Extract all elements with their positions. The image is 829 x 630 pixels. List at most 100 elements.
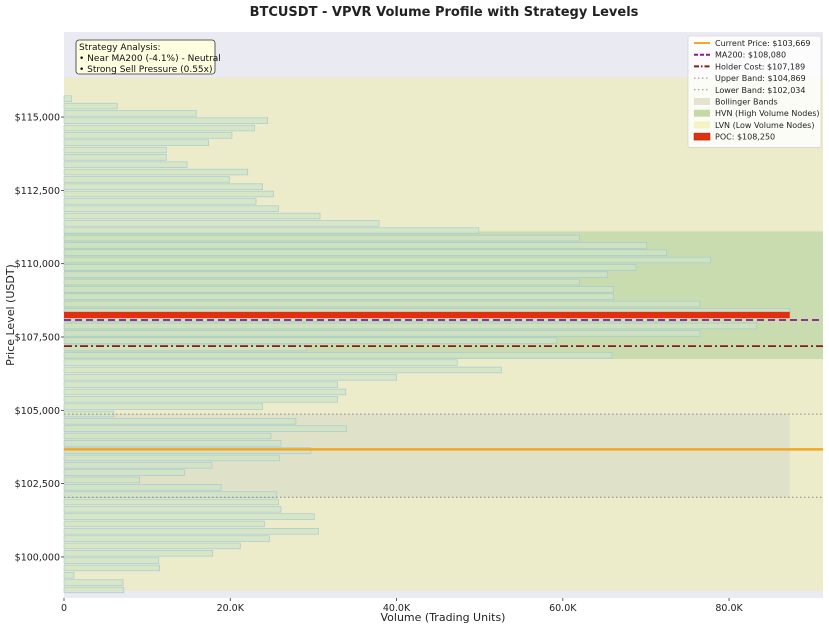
volume-bar <box>63 484 222 491</box>
x-axis-label: Volume (Trading Units) <box>381 611 506 624</box>
volume-bar <box>63 198 257 205</box>
volume-bar <box>63 513 315 520</box>
annotation-title: Strategy Analysis: <box>79 43 161 53</box>
volume-bar <box>63 227 480 234</box>
volume-bar <box>63 168 249 176</box>
x-axis-ticks: 0 20.0K 40.0K 60.0K 80.0K <box>61 598 744 614</box>
volume-bar <box>63 300 701 308</box>
volume-bar <box>63 154 167 161</box>
legend-label: HVN (High Volume Nodes) <box>715 109 820 118</box>
poc-bar <box>64 311 790 319</box>
x-tick-label: 80.0K <box>715 603 743 614</box>
x-tick-label: 0 <box>61 603 67 614</box>
x-tick-label: 40.0K <box>383 603 411 614</box>
y-tick-label: $115,000 <box>15 113 60 124</box>
volume-bar <box>63 418 297 425</box>
legend-label: Bollinger Bands <box>715 98 778 107</box>
volume-bar <box>63 205 279 212</box>
volume-bar <box>63 476 140 484</box>
volume-bar <box>63 117 268 124</box>
y-tick-label: $107,500 <box>15 332 60 343</box>
legend-label: MA200: $108,080 <box>715 51 786 60</box>
volume-bar <box>63 344 308 352</box>
volume-bar <box>63 139 209 146</box>
volume-bar <box>63 586 125 594</box>
legend-label: Holder Cost: $107,189 <box>715 62 805 71</box>
y-tick-label: $100,000 <box>15 552 60 563</box>
volume-bar <box>63 124 255 132</box>
volume-bar <box>63 425 347 432</box>
y-tick-label: $102,500 <box>15 479 60 490</box>
legend-label: POC: $108,250 <box>715 133 775 142</box>
volume-bar <box>63 403 263 410</box>
annotation-line: • Strong Sell Pressure (0.55x) <box>79 65 213 75</box>
legend-swatch <box>693 132 711 141</box>
volume-bar <box>63 102 118 110</box>
volume-bar <box>63 146 167 154</box>
volume-bar <box>63 278 580 286</box>
legend-label: Current Price: $103,669 <box>715 39 811 48</box>
y-axis-label: Price Level (USDT) <box>4 264 17 366</box>
volume-bar <box>63 366 502 374</box>
volume-bar <box>63 447 312 454</box>
legend-swatch <box>694 98 710 105</box>
legend-label: Lower Band: $102,034 <box>715 86 805 95</box>
volume-bar <box>63 396 338 403</box>
volume-bar <box>63 352 613 359</box>
level-lines <box>64 319 823 498</box>
y-axis-ticks: $100,000 $102,500 $105,000 $107,500 $110,000… <box>15 113 64 563</box>
volume-bar <box>63 95 72 102</box>
volume-bar <box>63 374 397 381</box>
volume-bar <box>63 506 282 513</box>
legend-label: LVN (Low Volume Nodes) <box>715 121 814 130</box>
volume-bar <box>63 176 230 183</box>
volume-bar <box>63 381 338 388</box>
volume-bar <box>63 286 614 293</box>
volume-bar <box>63 330 701 337</box>
volume-bar <box>63 440 282 447</box>
volume-bar <box>63 557 160 564</box>
volume-bar <box>63 132 233 139</box>
volume-bar <box>63 462 213 469</box>
legend-label: Upper Band: $104,869 <box>715 74 806 83</box>
volume-bar <box>63 183 263 190</box>
y-tick-label: $112,500 <box>15 186 60 197</box>
volume-bar <box>63 322 757 330</box>
strategy-annotation: Strategy Analysis: • Near MA200 (-4.1%) … <box>75 39 221 75</box>
volume-bar <box>63 535 270 542</box>
legend: Current Price: $103,669 MA200: $108,080 Ho… <box>687 35 822 148</box>
volume-bar <box>63 572 75 579</box>
volume-bar <box>63 454 280 462</box>
volume-bar <box>63 212 321 220</box>
volume-bar <box>63 491 278 498</box>
x-tick-label: 20.0K <box>217 603 245 614</box>
y-tick-label: $105,000 <box>15 406 60 417</box>
chart-title: BTCUSDT - VPVR Volume Profile with Strat… <box>250 5 639 20</box>
annotation-box <box>75 39 216 75</box>
volume-bar <box>63 528 319 535</box>
x-tick-label: 60.0K <box>549 603 577 614</box>
annotation-line: • Near MA200 (-4.1%) - Neutral <box>79 54 221 64</box>
volume-bar <box>63 220 380 227</box>
volume-bar <box>63 432 272 440</box>
volume-bar <box>63 498 279 506</box>
volume-bar <box>63 520 265 528</box>
volume-bar <box>63 388 347 396</box>
volume-bar <box>63 190 274 198</box>
volume-bar <box>63 469 185 476</box>
legend-swatch <box>694 121 710 129</box>
volume-bar <box>63 110 197 117</box>
volume-bar <box>63 550 214 557</box>
y-tick-label: $110,000 <box>15 259 60 270</box>
volume-bar <box>63 242 648 249</box>
volume-bar <box>63 564 160 572</box>
volume-bar <box>63 271 608 278</box>
legend-box <box>687 35 822 148</box>
volume-bar <box>63 264 637 271</box>
volume-bars <box>63 95 791 594</box>
volume-bar <box>63 579 124 586</box>
volume-bar <box>63 249 668 256</box>
volume-bar <box>63 293 614 300</box>
volume-bar <box>63 359 458 366</box>
